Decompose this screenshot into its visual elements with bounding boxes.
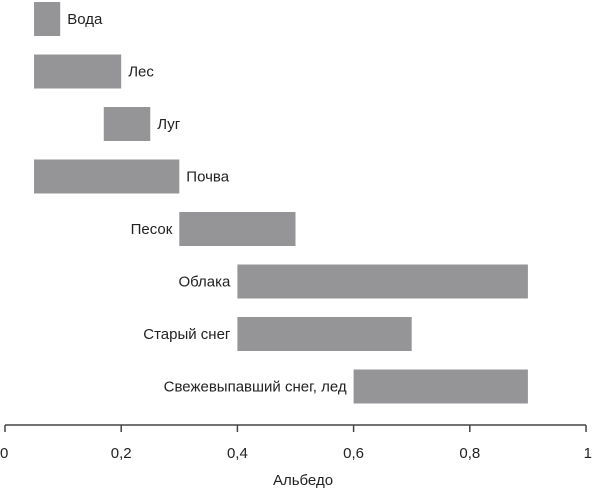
bar-5 xyxy=(237,264,528,299)
bar-label-2: Луг xyxy=(157,116,181,133)
x-axis: 0 0,2 0,4 0,6 0,8 1 Альбедо xyxy=(0,424,592,489)
x-axis-title: Альбедо xyxy=(273,472,333,489)
bar-label-5: Облака xyxy=(178,274,231,291)
bar-label-3: Почва xyxy=(186,169,229,186)
bars-layer: Вода Лес Луг Почва Песок Облака Старый снег Све… xyxy=(34,2,528,404)
x-axis-ticks: 0 0,2 0,4 0,6 0,8 1 xyxy=(0,425,592,462)
x-tick-label-5: 1 xyxy=(584,445,592,462)
x-tick-label-3: 0,6 xyxy=(343,445,364,462)
bar-4 xyxy=(179,212,296,246)
bar-label-1: Лес xyxy=(128,64,154,81)
x-tick-label-1: 0,2 xyxy=(111,445,132,462)
x-tick-label-4: 0,8 xyxy=(459,445,480,462)
bar-2 xyxy=(103,107,151,141)
x-tick-label-2: 0,4 xyxy=(227,445,248,462)
bar-label-6: Старый снег xyxy=(143,326,231,343)
bar-6 xyxy=(237,317,412,351)
bar-1 xyxy=(34,54,122,89)
bar-label-0: Вода xyxy=(67,11,103,28)
bar-3 xyxy=(34,159,180,194)
bar-label-4: Песок xyxy=(131,221,173,238)
x-tick-label-0: 0 xyxy=(0,445,8,462)
bar-label-7: Свежевыпавший снег, лед xyxy=(164,379,347,396)
bar-7 xyxy=(353,369,528,404)
bar-0 xyxy=(34,2,61,36)
